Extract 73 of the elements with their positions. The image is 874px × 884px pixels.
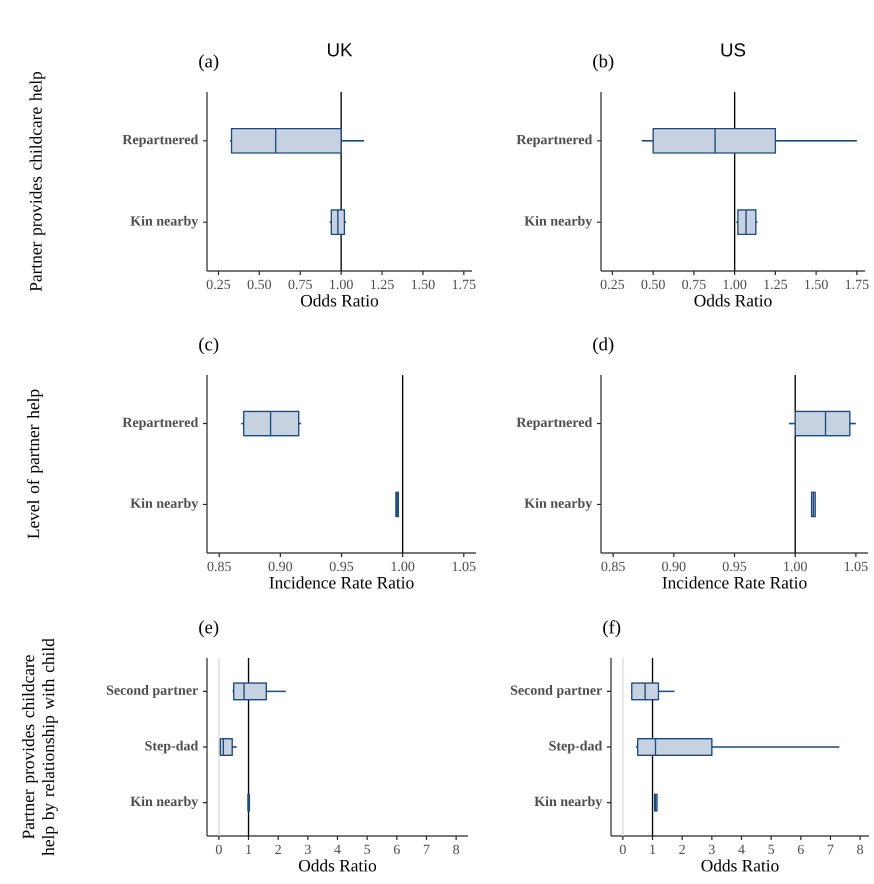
x-tick-label: 4 (738, 844, 745, 854)
x-tick-label: 8 (453, 844, 460, 854)
chart-title: (b) (593, 54, 614, 72)
x-tick-label: 1 (246, 844, 252, 854)
x-tick-label: 1.25 (371, 280, 394, 290)
x-tick-label: 3 (709, 844, 715, 854)
x-tick-label: 0.85 (208, 562, 231, 572)
x-tick-label: 0.50 (641, 280, 665, 290)
x-tick-label: 8 (857, 844, 864, 854)
y-tick-label: Repartnered (516, 417, 592, 430)
x-tick-label: 0.50 (248, 280, 272, 290)
chart-title: (f) (603, 620, 620, 638)
x-tick-label: 1.75 (846, 280, 869, 290)
x-tick-label: 2 (679, 844, 685, 854)
x-tick-label: 6 (394, 844, 400, 854)
x-tick-label: 6 (798, 844, 804, 854)
x-tick-label: 0.90 (662, 562, 686, 572)
text: UK (328, 43, 352, 56)
x-axis-title: Odds Ratio (694, 294, 772, 307)
x-tick-label: 0.75 (288, 280, 312, 290)
y-tick-label: Step-dad (145, 740, 198, 754)
x-tick-label: 1.05 (452, 562, 476, 572)
x-tick-label: 1.75 (452, 280, 476, 290)
x-tick-label: 5 (768, 844, 774, 854)
x-tick-label: 1 (650, 844, 656, 854)
x-tick-label: 1.50 (412, 280, 435, 290)
chart-title: (c) (199, 337, 218, 354)
x-tick-label: 7 (424, 844, 430, 854)
y-tick-label: Kin nearby (534, 796, 602, 809)
chart-title: (d) (593, 337, 614, 354)
x-tick-label: 0.25 (206, 280, 230, 290)
text: US (721, 43, 746, 57)
x-tick-label: 7 (828, 844, 834, 854)
x-tick-label: 1.00 (784, 562, 807, 572)
x-tick-label: 0 (216, 844, 222, 854)
y-tick-label: Second partner (510, 685, 602, 698)
y-tick-label: Kin nearby (524, 498, 592, 511)
x-tick-label: 1.05 (844, 562, 868, 572)
x-tick-label: 5 (364, 844, 370, 854)
y-tick-label: Kin nearby (130, 796, 198, 809)
y-axis-title: Partner provides childcare help by relationship with child (22, 638, 58, 856)
x-tick-label: 0.75 (682, 280, 706, 290)
x-tick-label: 1.00 (330, 280, 353, 290)
x-tick-label: 1.00 (392, 562, 414, 572)
x-tick-label: 0.90 (268, 562, 292, 572)
y-tick-label: Repartnered (122, 417, 198, 430)
x-tick-label: 1.25 (764, 280, 788, 290)
chart-title: (a) (199, 54, 218, 72)
x-tick-label: 1.00 (724, 280, 746, 290)
x-axis-title: Incidence Rate Ratio (662, 576, 807, 589)
x-tick-label: 0.95 (722, 562, 746, 572)
x-tick-label: 1.50 (805, 280, 828, 290)
chart-title: (e) (199, 620, 218, 638)
y-tick-label: Repartnered (516, 134, 592, 148)
y-tick-label: Kin nearby (130, 216, 198, 229)
x-axis-title: Odds Ratio (298, 859, 376, 872)
x-tick-label: 0 (620, 844, 626, 854)
y-tick-label: Kin nearby (130, 498, 198, 511)
y-tick-label: Second partner (106, 685, 198, 698)
x-tick-label: 3 (305, 844, 311, 854)
x-tick-label: 4 (334, 844, 341, 854)
y-tick-label: Step-dad (549, 740, 602, 754)
x-tick-label: 2 (275, 844, 281, 854)
y-tick-label: Repartnered (122, 134, 198, 148)
x-tick-label: 0.25 (600, 280, 624, 290)
x-axis-title: Incidence Rate Ratio (269, 576, 414, 589)
y-axis-title: Level of partner help (26, 390, 43, 539)
x-tick-label: 0.85 (601, 562, 625, 572)
x-axis-title: Odds Ratio (300, 294, 378, 307)
x-tick-label: 0.95 (330, 562, 354, 572)
x-axis-title: Odds Ratio (701, 859, 779, 872)
y-tick-label: Kin nearby (524, 216, 592, 229)
y-axis-title: Partner provides childcare help (30, 72, 46, 292)
